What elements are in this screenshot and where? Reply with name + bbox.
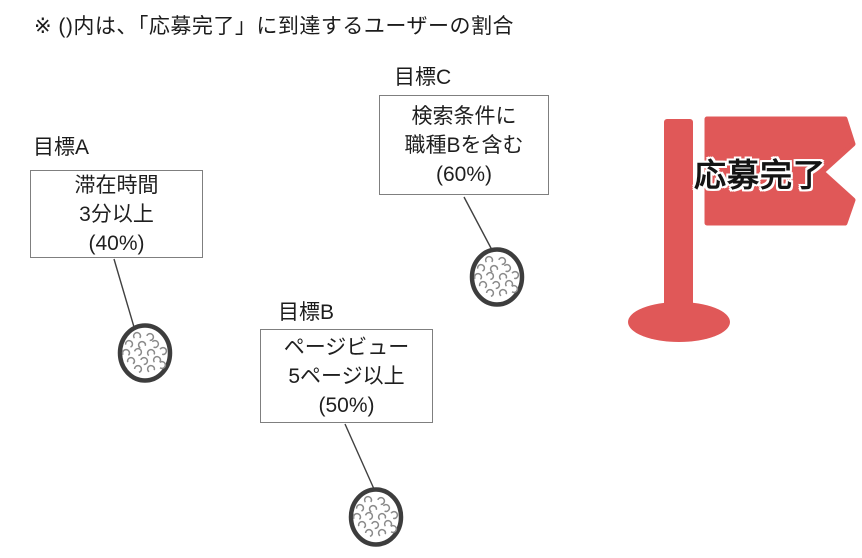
flag-pole <box>664 119 693 324</box>
golf-ball-goal-a <box>120 326 170 381</box>
connector-line-goal-a <box>113 258 135 328</box>
connector-line-goal-c <box>463 196 493 251</box>
goal-a-box: 滞在時間 3分以上 (40%) <box>30 170 203 258</box>
goal-c-box: 検索条件に 職種Bを含む (60%) <box>379 95 549 195</box>
golf-ball-goal-b <box>351 490 401 545</box>
goal-c-title: 目標C <box>394 66 452 89</box>
goal-a-percentage: (40%) <box>88 231 145 255</box>
goal-b-line-2: 5ページ以上 <box>288 364 405 388</box>
goal-b-box: ページビュー 5ページ以上 (50%) <box>260 329 433 423</box>
flag-base <box>628 302 730 342</box>
note-text: ※ ()内は、「応募完了」に到達するユーザーの割合 <box>34 15 514 38</box>
goal-c-line-1: 検索条件に <box>411 104 517 128</box>
goal-a-line-2: 3分以上 <box>79 202 154 226</box>
goal-b-title: 目標B <box>278 301 335 324</box>
connector-line-goal-b <box>344 423 375 490</box>
flag-banner-label: 応募完了 <box>694 157 827 193</box>
goal-c-percentage: (60%) <box>435 162 493 186</box>
goal-a-line-1: 滞在時間 <box>74 173 159 197</box>
goal-b-percentage: (50%) <box>318 393 375 417</box>
goal-b-line-1: ページビュー <box>283 335 410 359</box>
goal-flag-icon <box>628 116 856 342</box>
goal-c-line-2: 職種Bを含む <box>404 133 524 157</box>
flag-banner <box>704 116 856 226</box>
golf-ball-goal-c <box>472 250 522 305</box>
goal-a-title: 目標A <box>33 136 90 159</box>
